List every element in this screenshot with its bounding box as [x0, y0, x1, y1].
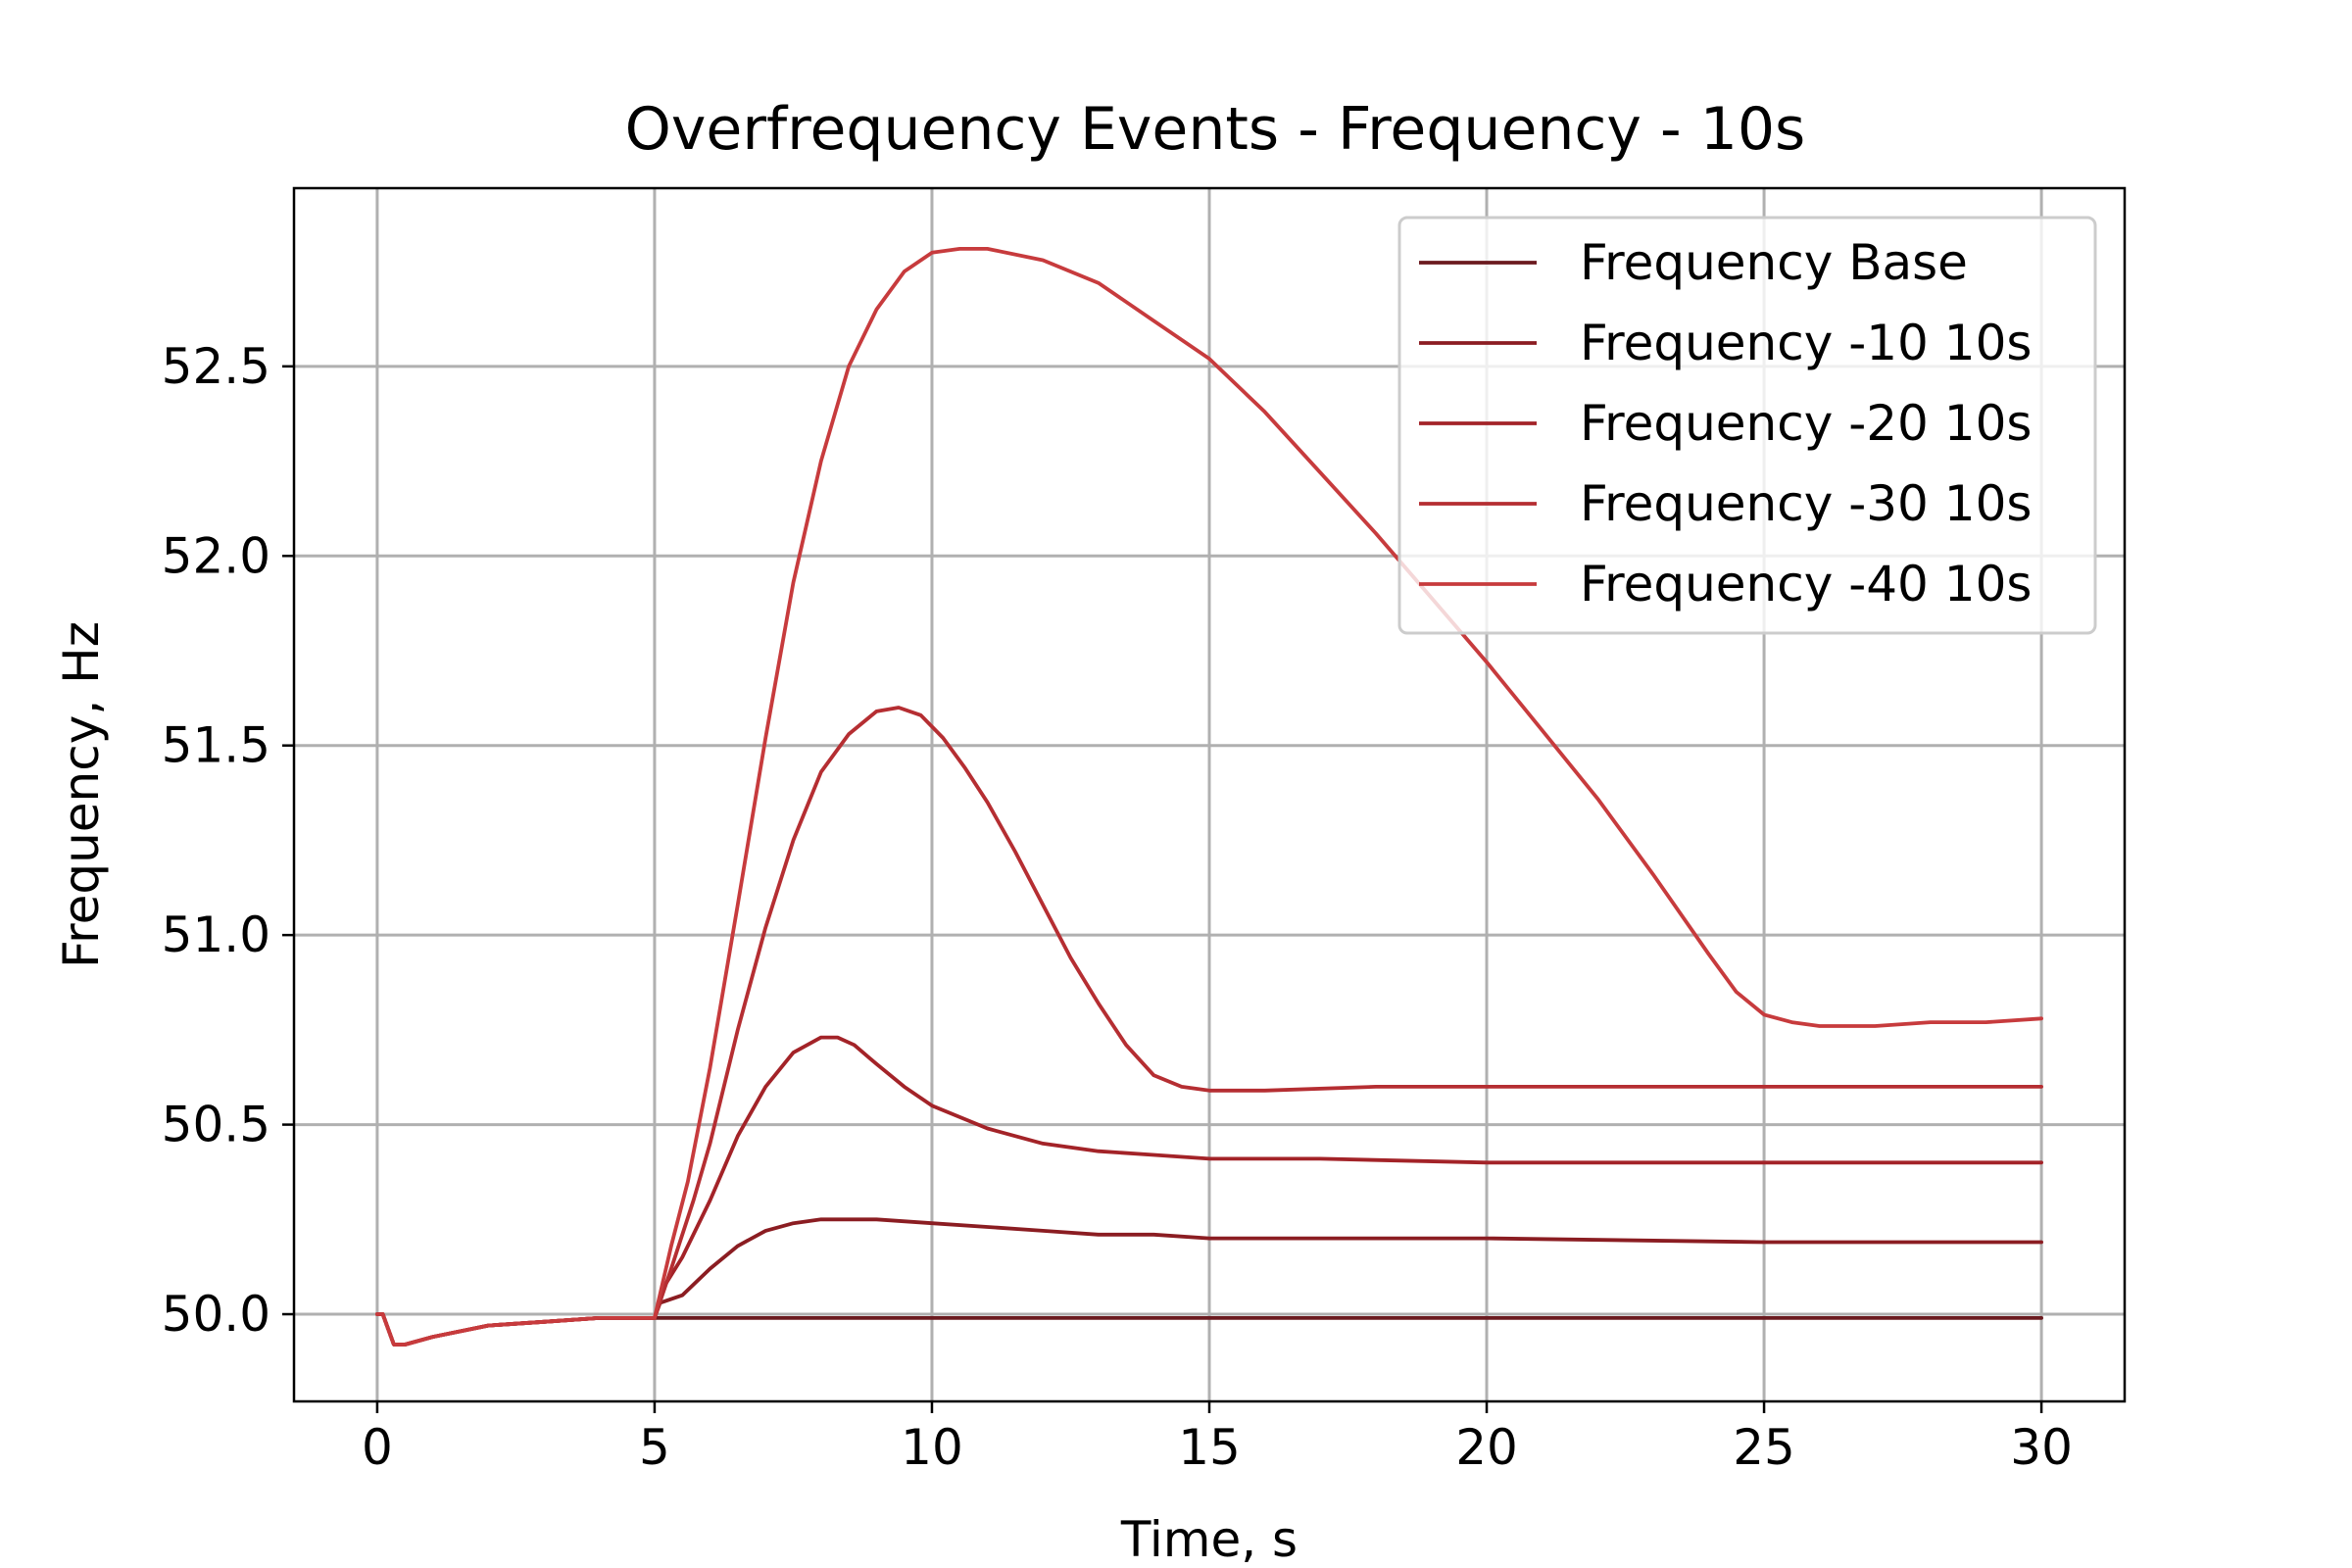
x-axis-label: Time, s [1120, 1511, 1298, 1568]
legend-label: Frequency -40 10s [1580, 556, 2032, 612]
grid [294, 188, 2125, 1401]
chart-title: Overfrequency Events - Frequency - 10s [625, 95, 1806, 164]
x-axis-ticks: 0 5 10 15 20 25 30 [362, 1401, 2073, 1476]
series-line-4 [375, 247, 2043, 1347]
y-tick-label: 51.5 [162, 717, 270, 774]
x-tick-label: 25 [1733, 1419, 1795, 1476]
y-tick-label: 51.0 [162, 906, 270, 963]
y-tick-label: 52.5 [162, 338, 270, 395]
x-tick-label: 5 [639, 1419, 670, 1476]
y-tick-label: 50.5 [162, 1097, 270, 1153]
x-tick-label: 0 [362, 1419, 393, 1476]
x-tick-label: 30 [2010, 1419, 2073, 1476]
legend: Frequency Base Frequency -10 10s Frequency… [1397, 216, 2097, 635]
x-tick-label: 15 [1178, 1419, 1241, 1476]
legend-label: Frequency -20 10s [1580, 395, 2032, 452]
y-tick-label: 50.0 [162, 1286, 270, 1343]
y-axis-ticks: 50.0 50.5 51.0 51.5 52.0 52.5 [162, 338, 294, 1343]
y-axis-label: Frequency, Hz [53, 621, 110, 968]
legend-label: Frequency Base [1580, 234, 1968, 291]
x-tick-label: 20 [1455, 1419, 1518, 1476]
legend-label: Frequency -30 10s [1580, 475, 2032, 532]
series-lines [375, 247, 2043, 1347]
x-tick-label: 10 [901, 1419, 963, 1476]
legend-box [1397, 216, 2097, 635]
legend-label: Frequency -10 10s [1580, 315, 2032, 371]
y-tick-label: 52.0 [162, 527, 270, 584]
